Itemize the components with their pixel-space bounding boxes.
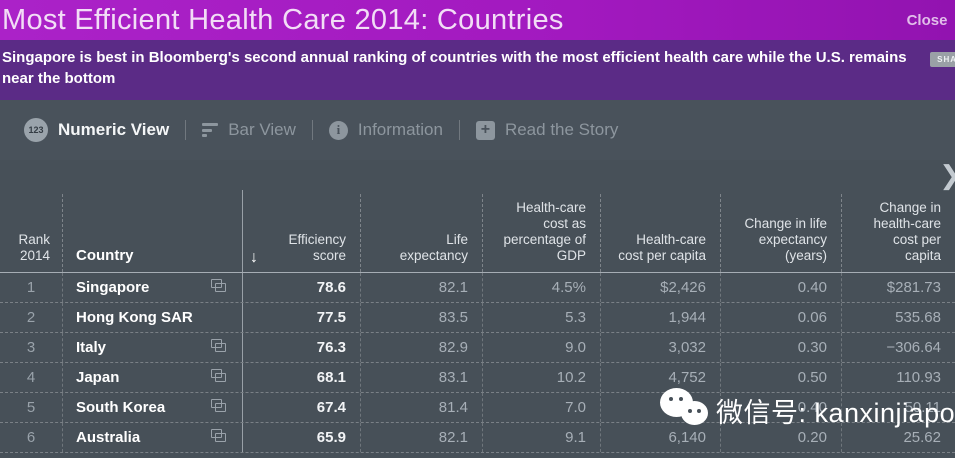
- table-row: 4 Japan 68.1 83.1 10.2 4,752 0.50 110.93: [0, 363, 955, 393]
- column-header-efficiency[interactable]: ↓ Efficiency score: [242, 160, 360, 272]
- gdp-percent-cell: 4.5%: [482, 273, 600, 302]
- rank-cell: 2: [26, 309, 36, 326]
- cost-per-capita-cell: 1,944: [600, 303, 720, 332]
- ranking-table: Rank 2014 Country ↓ Efficiency score Lif…: [0, 160, 955, 458]
- efficiency-cell: 67.4: [242, 393, 360, 422]
- bar-view-label: Bar View: [228, 120, 296, 139]
- country-name: Italy: [76, 339, 107, 356]
- life-expectancy-cell: 82.1: [360, 423, 482, 452]
- country-name: South Korea: [76, 399, 166, 416]
- column-header-change-life[interactable]: Change in life expectancy (years): [720, 160, 841, 272]
- rank-cell: 3: [26, 339, 36, 356]
- numeric-123-icon: 123: [24, 118, 48, 142]
- rank-cell: 4: [26, 369, 36, 386]
- table-row: 5 South Korea 67.4 81.4 7.0 0.40 50.11: [0, 393, 955, 423]
- cost-per-capita-cell: 3,032: [600, 333, 720, 362]
- change-cost-cell: $281.73: [841, 273, 955, 302]
- change-life-cell: 0.20: [720, 423, 841, 452]
- country-cell[interactable]: Singapore: [62, 273, 242, 302]
- plus-square-icon: +: [475, 120, 495, 140]
- efficiency-cell: 78.6: [242, 273, 360, 302]
- close-button[interactable]: Close ✕: [906, 0, 955, 40]
- rank-cell: 6: [26, 429, 36, 446]
- gdp-percent-cell: 9.1: [482, 423, 600, 452]
- life-expectancy-cell: 83.1: [360, 363, 482, 392]
- external-window-icon[interactable]: [211, 429, 226, 442]
- numeric-view-button[interactable]: 123 Numeric View: [8, 118, 185, 142]
- change-life-cell: 0.50: [720, 363, 841, 392]
- cost-per-capita-cell: 4,752: [600, 363, 720, 392]
- external-window-icon[interactable]: [211, 279, 226, 292]
- column-header-change-cost[interactable]: Change in health-care cost per capita: [841, 160, 955, 272]
- table-row: 3 Italy 76.3 82.9 9.0 3,032 0.30 −306.64: [0, 333, 955, 363]
- life-expectancy-cell: 83.5: [360, 303, 482, 332]
- country-cell[interactable]: Hong Kong SAR: [62, 303, 242, 332]
- change-life-cell: 0.40: [720, 393, 841, 422]
- country-name: Japan: [76, 369, 120, 386]
- page-title: Most Efficient Health Care 2014: Countri…: [2, 3, 564, 36]
- change-life-cell: 0.40: [720, 273, 841, 302]
- country-cell[interactable]: South Korea: [62, 393, 242, 422]
- bar-chart-icon: [202, 123, 219, 137]
- change-cost-cell: 25.62: [841, 423, 955, 452]
- column-header-cost-per-capita[interactable]: Health-care cost per capita: [600, 160, 720, 272]
- change-cost-cell: 110.93: [841, 363, 955, 392]
- change-life-cell: 0.30: [720, 333, 841, 362]
- subtitle-text: Singapore is best in Bloomberg's second …: [2, 49, 907, 87]
- column-header-efficiency-label: Efficiency score: [288, 232, 346, 263]
- cost-per-capita-cell: [600, 393, 720, 422]
- gdp-percent-cell: 9.0: [482, 333, 600, 362]
- numeric-view-label: Numeric View: [58, 120, 170, 139]
- efficiency-cell: 65.9: [242, 423, 360, 452]
- country-name: Australia: [76, 429, 141, 446]
- gdp-percent-cell: 10.2: [482, 363, 600, 392]
- efficiency-cell: 76.3: [242, 333, 360, 362]
- close-label: Close: [906, 11, 948, 29]
- country-name: Hong Kong SAR: [76, 309, 193, 326]
- rank-cell: 1: [26, 279, 36, 296]
- cost-per-capita-cell: $2,426: [600, 273, 720, 302]
- info-circle-icon: i: [328, 120, 348, 140]
- life-expectancy-cell: 81.4: [360, 393, 482, 422]
- cost-per-capita-cell: 6,140: [600, 423, 720, 452]
- country-cell[interactable]: Italy: [62, 333, 242, 362]
- chevron-right-icon[interactable]: ❯: [939, 160, 955, 191]
- efficiency-cell: 68.1: [242, 363, 360, 392]
- external-window-icon[interactable]: [211, 399, 226, 412]
- bar-view-button[interactable]: Bar View: [185, 120, 312, 140]
- change-cost-cell: 50.11: [841, 393, 955, 422]
- table-row: 2 Hong Kong SAR 77.5 83.5 5.3 1,944 0.06…: [0, 303, 955, 333]
- country-cell[interactable]: Japan: [62, 363, 242, 392]
- subtitle-bar: Singapore is best in Bloomberg's second …: [0, 40, 955, 100]
- column-header-country[interactable]: Country: [62, 160, 242, 272]
- change-cost-cell: −306.64: [841, 333, 955, 362]
- column-header-rank[interactable]: Rank 2014: [18, 232, 50, 263]
- efficiency-cell: 77.5: [242, 303, 360, 332]
- read-story-label: Read the Story: [504, 120, 619, 139]
- gdp-percent-cell: 7.0: [482, 393, 600, 422]
- read-story-button[interactable]: + Read the Story: [458, 120, 634, 140]
- table-row: 1 Singapore 78.6 82.1 4.5% $2,426 0.40 $…: [0, 273, 955, 303]
- share-button[interactable]: SHA: [930, 52, 955, 67]
- information-label: Information: [357, 120, 443, 139]
- table-row: 6 Australia 65.9 82.1 9.1 6,140 0.20 25.…: [0, 423, 955, 453]
- external-window-icon[interactable]: [211, 369, 226, 382]
- information-button[interactable]: i Information: [311, 120, 459, 140]
- rank-cell: 5: [26, 399, 36, 416]
- external-window-icon[interactable]: [211, 339, 226, 352]
- change-cost-cell: 535.68: [841, 303, 955, 332]
- sort-descending-icon[interactable]: ↓: [250, 249, 258, 266]
- gdp-percent-cell: 5.3: [482, 303, 600, 332]
- view-toolbar: 123 Numeric View Bar View i Information …: [0, 100, 955, 160]
- country-name: Singapore: [76, 279, 150, 296]
- country-cell[interactable]: Australia: [62, 423, 242, 452]
- column-header-gdp-percent[interactable]: Health-care cost as percentage of GDP: [482, 160, 600, 272]
- change-life-cell: 0.06: [720, 303, 841, 332]
- title-bar: Most Efficient Health Care 2014: Countri…: [0, 0, 955, 40]
- life-expectancy-cell: 82.1: [360, 273, 482, 302]
- life-expectancy-cell: 82.9: [360, 333, 482, 362]
- column-header-life-expectancy[interactable]: Life expectancy: [360, 160, 482, 272]
- table-header-row: Rank 2014 Country ↓ Efficiency score Lif…: [0, 160, 955, 273]
